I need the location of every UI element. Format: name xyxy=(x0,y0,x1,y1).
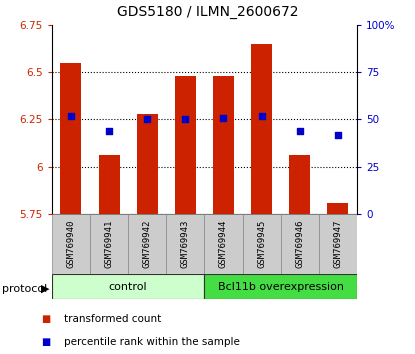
Bar xyxy=(242,214,281,274)
Text: ■: ■ xyxy=(42,314,51,324)
Text: GSM769941: GSM769941 xyxy=(105,220,114,268)
Point xyxy=(144,117,151,122)
Text: GSM769943: GSM769943 xyxy=(181,220,190,268)
Text: percentile rank within the sample: percentile rank within the sample xyxy=(64,337,240,347)
Point xyxy=(182,117,189,122)
Bar xyxy=(128,214,166,274)
Bar xyxy=(52,214,90,274)
Bar xyxy=(175,76,196,214)
Text: GSM769945: GSM769945 xyxy=(257,220,266,268)
Bar xyxy=(90,214,128,274)
Point xyxy=(220,115,227,120)
Bar xyxy=(61,63,81,214)
Text: GSM769942: GSM769942 xyxy=(143,220,152,268)
Bar xyxy=(251,44,272,214)
Text: GSM769944: GSM769944 xyxy=(219,220,228,268)
Point xyxy=(334,132,341,137)
Point xyxy=(296,128,303,134)
Text: protocol: protocol xyxy=(2,284,47,293)
Text: ■: ■ xyxy=(42,337,51,347)
Text: GDS5180 / ILMN_2600672: GDS5180 / ILMN_2600672 xyxy=(117,5,298,19)
Bar xyxy=(204,214,242,274)
Text: control: control xyxy=(109,282,147,292)
Bar xyxy=(99,155,120,214)
Text: GSM769947: GSM769947 xyxy=(333,220,342,268)
Text: GSM769946: GSM769946 xyxy=(295,220,304,268)
Point xyxy=(258,113,265,119)
Point xyxy=(106,128,112,134)
Text: GSM769940: GSM769940 xyxy=(66,220,76,268)
Bar xyxy=(166,214,205,274)
Text: transformed count: transformed count xyxy=(64,314,161,324)
Bar xyxy=(289,155,310,214)
Bar xyxy=(327,203,348,214)
Bar xyxy=(137,114,158,214)
Bar xyxy=(281,214,319,274)
Bar xyxy=(52,274,204,299)
Point xyxy=(68,113,74,119)
Bar xyxy=(319,214,357,274)
Text: ▶: ▶ xyxy=(41,284,49,293)
Bar xyxy=(213,76,234,214)
Bar xyxy=(204,274,357,299)
Text: Bcl11b overexpression: Bcl11b overexpression xyxy=(217,282,344,292)
